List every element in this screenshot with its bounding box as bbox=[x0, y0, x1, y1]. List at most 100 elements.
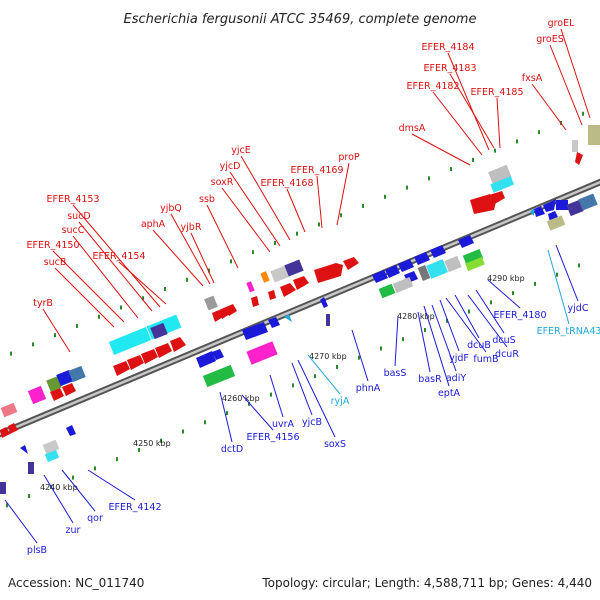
gene-label-epta[interactable]: eptA bbox=[438, 388, 461, 399]
gene-box[interactable] bbox=[426, 259, 448, 279]
gene-arrow[interactable] bbox=[543, 199, 556, 212]
gene-box[interactable] bbox=[44, 450, 60, 462]
gene-arrow[interactable] bbox=[398, 259, 414, 272]
gene-box[interactable] bbox=[0, 482, 6, 494]
gene-arrow[interactable] bbox=[280, 283, 296, 297]
gene-arrow[interactable] bbox=[170, 337, 186, 352]
gene-arrow[interactable] bbox=[226, 304, 237, 316]
gene-box[interactable] bbox=[260, 271, 270, 283]
gene-label-efer-4142[interactable]: EFER_4142 bbox=[109, 502, 162, 513]
gene-label-ssb[interactable]: ssb bbox=[199, 194, 215, 205]
gene-arrow[interactable] bbox=[196, 351, 216, 368]
gene-arrow[interactable] bbox=[534, 206, 545, 217]
gene-label-efer-4153[interactable]: EFER_4153 bbox=[47, 194, 100, 205]
gene-box[interactable] bbox=[572, 140, 578, 152]
gene-label-groel[interactable]: groEL bbox=[548, 18, 576, 29]
gene-label-fumb[interactable]: fumB bbox=[473, 354, 498, 365]
gene-label-phna[interactable]: phnA bbox=[356, 383, 381, 394]
gene-label-prop[interactable]: proP bbox=[338, 152, 360, 163]
gene-label-efer-4183[interactable]: EFER_4183 bbox=[424, 63, 477, 74]
gene-label-yjdf[interactable]: yjdF bbox=[449, 353, 469, 364]
gene-arrow[interactable] bbox=[372, 270, 388, 283]
gene-label-efer-4182[interactable]: EFER_4182 bbox=[407, 81, 460, 92]
gene-label-basr[interactable]: basR bbox=[418, 374, 442, 385]
gene-label-dcus[interactable]: dcuS bbox=[492, 335, 515, 346]
gene-box[interactable] bbox=[578, 193, 598, 211]
gene-label-fxsa[interactable]: fxsA bbox=[522, 73, 543, 84]
gene-label-yjdc[interactable]: yjdC bbox=[568, 303, 589, 314]
gene-box[interactable] bbox=[202, 364, 236, 388]
gene-label-sucb[interactable]: sucB bbox=[44, 257, 67, 268]
gene-arrow[interactable] bbox=[20, 445, 28, 454]
gene-arrow[interactable] bbox=[314, 263, 343, 283]
gene-box[interactable] bbox=[46, 376, 62, 392]
gene-label-adiy[interactable]: adiY bbox=[446, 373, 466, 384]
gene-arrow[interactable] bbox=[430, 245, 446, 258]
gene-label-succ[interactable]: sucC bbox=[62, 225, 85, 236]
gene-box[interactable] bbox=[417, 265, 431, 281]
trna-arrow[interactable] bbox=[530, 208, 534, 216]
gene-label-yjce[interactable]: yjcE bbox=[231, 145, 251, 156]
gene-box[interactable] bbox=[270, 265, 290, 283]
gene-box[interactable] bbox=[546, 215, 566, 231]
gene-box[interactable] bbox=[588, 125, 600, 145]
gene-arrow[interactable] bbox=[8, 423, 18, 434]
gene-arrow[interactable] bbox=[575, 152, 583, 165]
gene-arrow[interactable] bbox=[66, 425, 76, 436]
gene-box[interactable] bbox=[56, 369, 74, 387]
gene-label-groes[interactable]: groES bbox=[536, 34, 564, 45]
gene-arrow[interactable] bbox=[127, 355, 144, 370]
gene-label-efer-trna43[interactable]: EFER_tRNA43 bbox=[537, 326, 600, 337]
gene-arrow[interactable] bbox=[113, 361, 130, 376]
gene-arrow[interactable] bbox=[489, 191, 505, 205]
gene-label-yjcd[interactable]: yjcD bbox=[220, 161, 241, 172]
gene-label-sucd[interactable]: sucD bbox=[67, 211, 91, 222]
gene-arrow[interactable] bbox=[343, 257, 359, 270]
gene-label-apha[interactable]: aphA bbox=[141, 219, 166, 230]
gene-arrow[interactable] bbox=[251, 296, 259, 307]
gene-box[interactable] bbox=[566, 199, 584, 217]
gene-box[interactable] bbox=[246, 341, 278, 365]
gene-label-efer-4180[interactable]: EFER_4180 bbox=[494, 310, 547, 321]
gene-label-yjbq[interactable]: yjbQ bbox=[160, 203, 182, 214]
gene-label-efer-4156[interactable]: EFER_4156 bbox=[247, 432, 300, 443]
gene-box[interactable] bbox=[326, 314, 330, 326]
gene-box[interactable] bbox=[246, 281, 255, 293]
gene-label-tyrb[interactable]: tyrB bbox=[33, 298, 53, 309]
gene-box[interactable] bbox=[204, 295, 218, 311]
gene-label-plsb[interactable]: plsB bbox=[27, 545, 47, 556]
gene-label-dctd[interactable]: dctD bbox=[221, 444, 243, 455]
gene-label-efer-4184[interactable]: EFER_4184 bbox=[422, 42, 475, 53]
gene-box[interactable] bbox=[556, 200, 568, 210]
gene-label-zur[interactable]: zur bbox=[66, 525, 81, 536]
gene-label-dcur[interactable]: dcuR bbox=[495, 349, 519, 360]
gene-arrow[interactable] bbox=[458, 235, 474, 248]
gene-box[interactable] bbox=[27, 385, 47, 405]
gene-box[interactable] bbox=[284, 259, 304, 277]
gene-label-uvra[interactable]: uvrA bbox=[272, 419, 295, 430]
gene-arrow[interactable] bbox=[212, 349, 224, 360]
gene-label-efer-4168[interactable]: EFER_4168 bbox=[261, 178, 314, 189]
gene-box[interactable] bbox=[490, 176, 515, 193]
gene-box[interactable] bbox=[150, 322, 168, 340]
gene-label-dcub[interactable]: dcuB bbox=[467, 340, 491, 351]
gene-box[interactable] bbox=[444, 255, 462, 273]
gene-box[interactable] bbox=[0, 402, 18, 418]
gene-label-soxs[interactable]: soxS bbox=[324, 439, 346, 450]
gene-label-bass[interactable]: basS bbox=[384, 368, 407, 379]
gene-arrow[interactable] bbox=[242, 322, 268, 340]
gene-arrow[interactable] bbox=[141, 349, 158, 364]
gene-label-soxr[interactable]: soxR bbox=[211, 177, 234, 188]
gene-arrow[interactable] bbox=[0, 427, 10, 438]
gene-label-efer-4185[interactable]: EFER_4185 bbox=[471, 87, 524, 98]
gene-arrow[interactable] bbox=[414, 252, 430, 265]
gene-label-yjcb[interactable]: yjcB bbox=[302, 417, 322, 428]
gene-label-yjbr[interactable]: yjbR bbox=[181, 222, 202, 233]
gene-box[interactable] bbox=[68, 365, 86, 383]
gene-box[interactable] bbox=[108, 327, 152, 355]
gene-arrow[interactable] bbox=[320, 297, 328, 308]
gene-arrow[interactable] bbox=[385, 265, 400, 278]
gene-label-qor[interactable]: qor bbox=[87, 513, 103, 524]
gene-arrow[interactable] bbox=[62, 383, 76, 396]
gene-arrow[interactable] bbox=[268, 317, 280, 328]
